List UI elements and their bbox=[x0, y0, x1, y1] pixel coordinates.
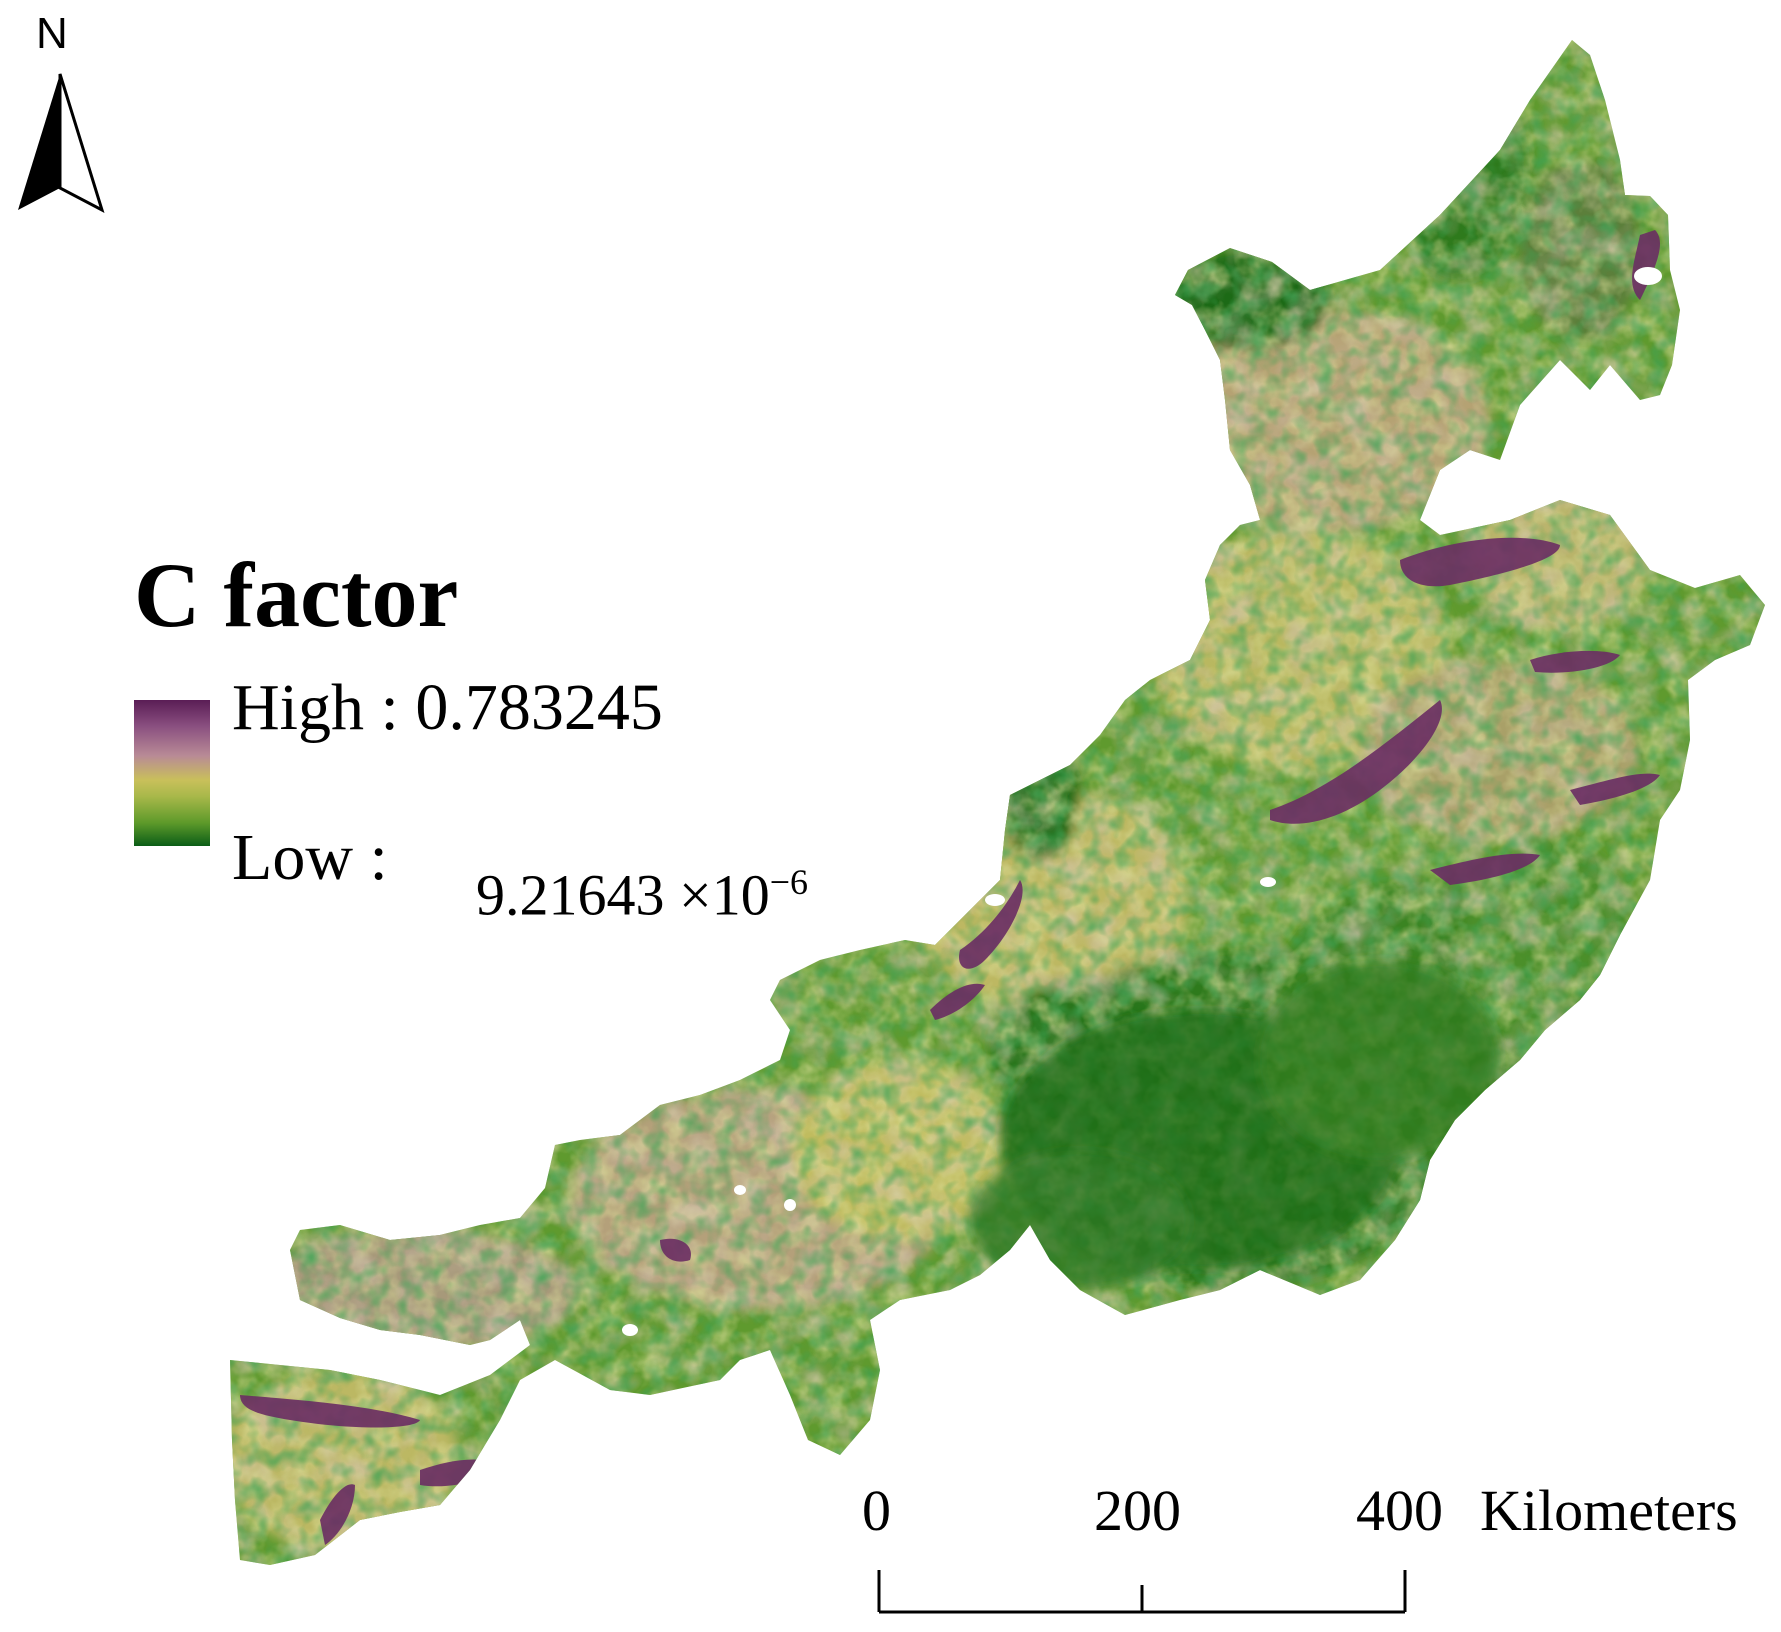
north-arrow-label: N bbox=[36, 9, 68, 58]
north-arrow-icon bbox=[18, 73, 105, 214]
legend-high-label: High : 0.783245 bbox=[232, 671, 663, 744]
scale-unit: Kilometers bbox=[1480, 1478, 1738, 1543]
legend-title: C factor bbox=[134, 544, 459, 646]
scale-tick-200: 200 bbox=[1094, 1478, 1181, 1543]
legend-color-ramp bbox=[134, 700, 210, 846]
legend-low-exponent: −6 bbox=[769, 862, 809, 902]
scale-tick-0: 0 bbox=[862, 1478, 891, 1543]
scale-tick-400: 400 bbox=[1356, 1478, 1443, 1543]
scale-bar bbox=[877, 1570, 1407, 1614]
legend-low-label: Low : bbox=[232, 821, 388, 894]
legend-low-mantissa: 9.21643 ×10 bbox=[476, 862, 770, 928]
legend-low-value: 9.21643 ×10−6 bbox=[476, 850, 808, 927]
